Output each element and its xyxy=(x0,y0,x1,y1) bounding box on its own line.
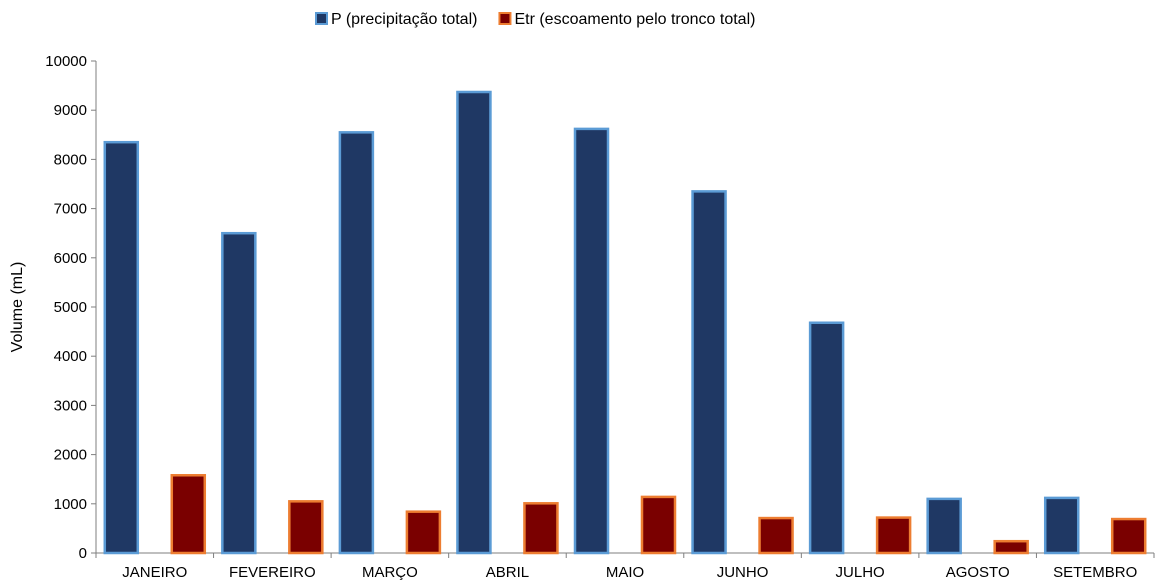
bar-etr xyxy=(640,495,677,555)
bar-etr xyxy=(1110,517,1147,555)
x-tick-label: MAIO xyxy=(606,564,644,580)
bar-p xyxy=(221,231,257,555)
y-tick-label: 0 xyxy=(79,545,87,562)
y-tick-label: 6000 xyxy=(54,250,87,267)
legend-swatch xyxy=(315,12,328,25)
bar-p xyxy=(338,131,375,555)
y-tick-label: 3000 xyxy=(54,397,87,414)
bars xyxy=(103,90,1147,555)
y-tick-label: 10000 xyxy=(45,53,87,70)
y-axis: 0 1000 2000 3000 4000 5000 6000 7000 8000 9000 100… xyxy=(45,53,97,562)
x-tick-label: SETEMBRO xyxy=(1053,564,1137,580)
bar-p xyxy=(691,190,727,555)
x-tick-label: FEVEREIRO xyxy=(229,564,316,580)
bar-etr xyxy=(523,502,559,555)
bar-etr xyxy=(405,510,442,555)
bar-p xyxy=(926,497,962,555)
y-tick-label: 2000 xyxy=(54,447,87,464)
y-tick-label: 9000 xyxy=(54,102,87,119)
x-tick-label: AGOSTO xyxy=(946,564,1010,580)
bar-p xyxy=(573,127,610,555)
y-tick-label: 5000 xyxy=(54,299,87,316)
legend-item: Etr (escoamento pelo tronco total) xyxy=(498,11,755,28)
bar-p xyxy=(1043,496,1080,555)
x-tick-label: JULHO xyxy=(836,564,885,580)
y-axis-title: Volume (mL) xyxy=(9,262,26,353)
legend-label: Etr (escoamento pelo tronco total) xyxy=(514,11,755,28)
bar-etr xyxy=(875,516,912,555)
bar-etr xyxy=(758,516,794,555)
x-tick-label: JANEIRO xyxy=(122,564,187,580)
bar-etr xyxy=(288,500,324,555)
legend-swatch xyxy=(498,12,512,25)
legend-label: P (precipitação total) xyxy=(331,11,477,28)
y-tick-label: 4000 xyxy=(54,348,87,365)
bar-etr xyxy=(993,539,1029,555)
bar-etr xyxy=(170,474,207,555)
y-tick-label: 8000 xyxy=(54,151,87,168)
x-tick-label: JUNHO xyxy=(717,564,769,580)
x-tick-label: MARÇO xyxy=(362,564,418,580)
bar-p xyxy=(103,140,140,555)
bar-p xyxy=(808,321,845,555)
y-tick-label: 1000 xyxy=(54,496,87,513)
y-tick-label: 7000 xyxy=(54,201,87,218)
bar-p xyxy=(456,90,492,555)
legend: P (precipitação total) Etr (escoamento pe… xyxy=(315,11,755,28)
x-tick-label: ABRIL xyxy=(486,564,529,580)
x-axis: JANEIRO FEVEREIRO MARÇO ABRIL MAIO JUNHO JULHO… xyxy=(95,552,1155,580)
legend-item: P (precipitação total) xyxy=(315,11,477,28)
